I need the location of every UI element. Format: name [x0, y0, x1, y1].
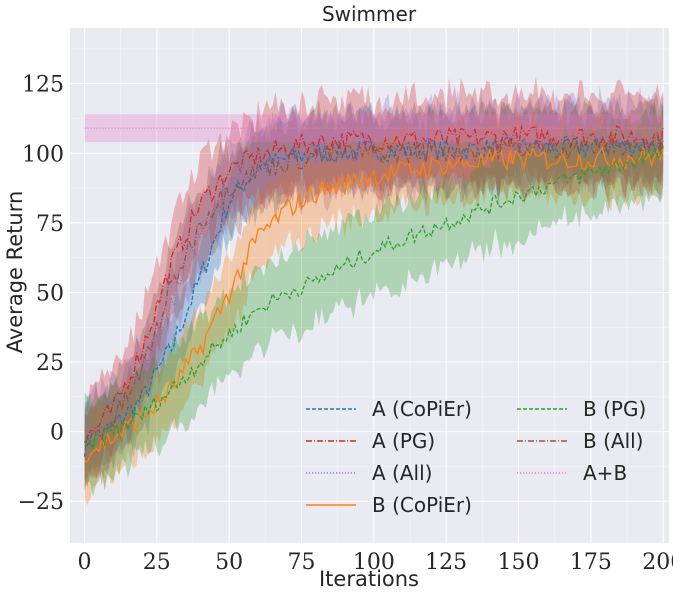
- x-tick-label: 125: [425, 550, 467, 575]
- x-tick-label: 175: [570, 550, 612, 575]
- legend-label-b-pg: B (PG): [583, 397, 646, 421]
- x-tick-label: 150: [498, 550, 540, 575]
- band-b-pg: [84, 93, 664, 498]
- line-b-copier: [84, 144, 664, 463]
- chart-title: Swimmer: [322, 2, 417, 26]
- confidence-bands: [84, 76, 664, 506]
- legend-label-a-all: A (All): [372, 461, 432, 485]
- legend-label-a-copier: A (CoPiEr): [372, 397, 472, 421]
- band-a-pg: [84, 76, 664, 487]
- x-tick-label: 50: [215, 550, 243, 575]
- y-tick-label: −25: [18, 490, 64, 515]
- y-tick-label: 125: [22, 73, 64, 98]
- x-tick-labels: 0 25 50 75 100 125 150 175 200: [77, 550, 673, 575]
- band-a-all: [84, 86, 664, 488]
- x-tick-label: 25: [143, 550, 171, 575]
- legend-label-b-all: B (All): [583, 429, 643, 453]
- plot-background: [70, 28, 669, 543]
- y-tick-label: 100: [22, 142, 64, 167]
- y-tick-label: 75: [36, 212, 64, 237]
- line-a-pg: [83, 124, 664, 444]
- series-lines: [83, 124, 664, 463]
- x-axis-label: Iterations: [319, 567, 419, 591]
- band-a-b: [84, 114, 664, 143]
- y-axis-label: Average Return: [3, 191, 27, 354]
- x-tick-label: 75: [287, 550, 315, 575]
- y-tick-label: 50: [36, 281, 64, 306]
- band-a-copier: [84, 98, 664, 483]
- legend-label-a-b: A+B: [583, 461, 627, 485]
- x-tick-label: 0: [77, 550, 91, 575]
- legend: A (CoPiEr) A (PG) A (All) B (CoPiEr) B (PG) B…: [306, 397, 646, 517]
- x-tick-label: 200: [642, 550, 673, 575]
- x-tick-label: 100: [353, 550, 395, 575]
- y-tick-label: 25: [36, 351, 64, 376]
- band-b-all: [84, 91, 664, 492]
- line-a-copier: [83, 136, 664, 457]
- y-tick-label: 0: [50, 421, 64, 446]
- legend-label-b-copier: B (CoPiEr): [372, 493, 472, 517]
- line-b-pg: [83, 145, 664, 451]
- line-b-all: [84, 133, 664, 448]
- legend-label-a-pg: A (PG): [372, 429, 435, 453]
- grid: [70, 28, 669, 543]
- y-tick-labels: −25 0 25 50 75 100 125: [18, 73, 64, 516]
